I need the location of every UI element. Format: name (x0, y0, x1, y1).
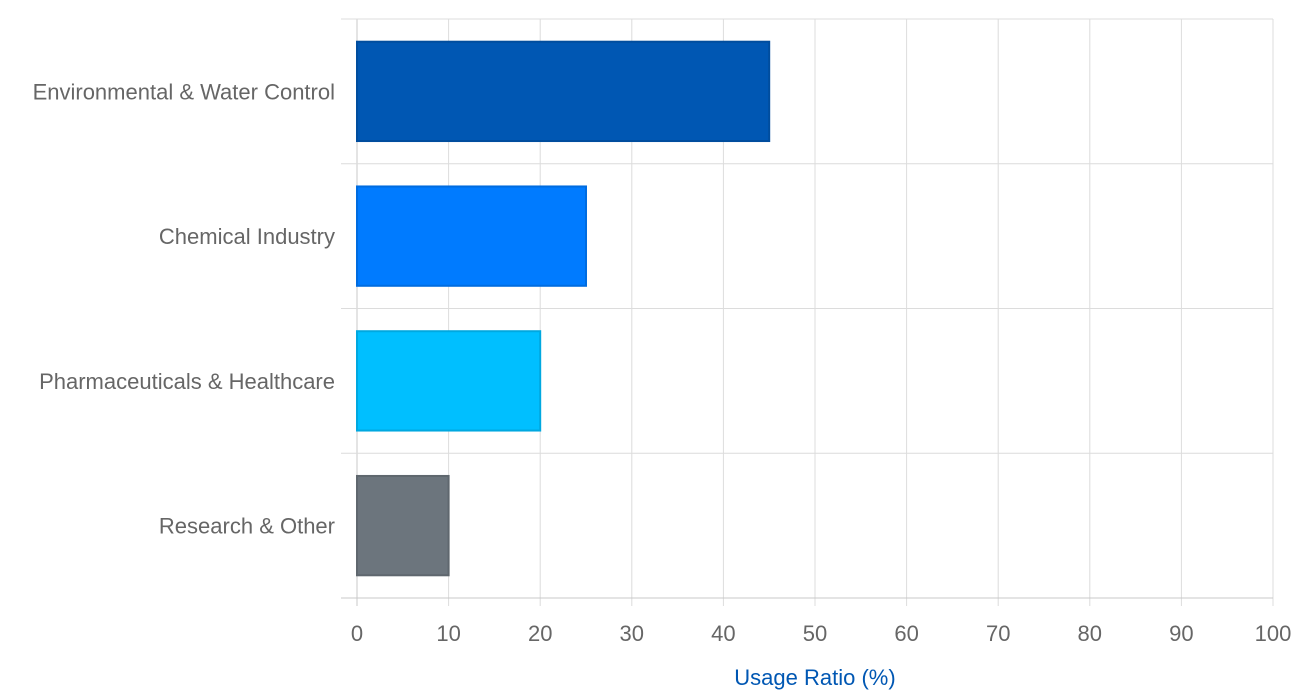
x-axis-title: Usage Ratio (%) (734, 665, 895, 690)
x-tick-label: 90 (1169, 621, 1193, 646)
x-tick-label: 20 (528, 621, 552, 646)
bar (356, 474, 450, 577)
x-tick-labels: 0 10 20 30 40 50 60 70 80 90 100 (351, 621, 1291, 646)
x-tick-label: 100 (1255, 621, 1292, 646)
x-tick-label: 0 (351, 621, 363, 646)
x-tick-label: 30 (620, 621, 644, 646)
bar (356, 40, 771, 143)
x-tick-label: 50 (803, 621, 827, 646)
bar (356, 330, 542, 432)
bars-group (356, 40, 771, 577)
x-tick-label: 70 (986, 621, 1010, 646)
x-tick-label: 80 (1078, 621, 1102, 646)
category-labels: Environmental & Water Control Chemical In… (33, 79, 335, 538)
category-label: Chemical Industry (159, 224, 335, 249)
x-tick-label: 40 (711, 621, 735, 646)
category-label: Research & Other (159, 514, 335, 539)
x-tick-label: 10 (436, 621, 460, 646)
category-label: Environmental & Water Control (33, 79, 335, 104)
grid-lines (341, 18, 1274, 606)
x-tick-label: 60 (894, 621, 918, 646)
category-label: Pharmaceuticals & Healthcare (39, 369, 335, 394)
bar (356, 185, 587, 287)
